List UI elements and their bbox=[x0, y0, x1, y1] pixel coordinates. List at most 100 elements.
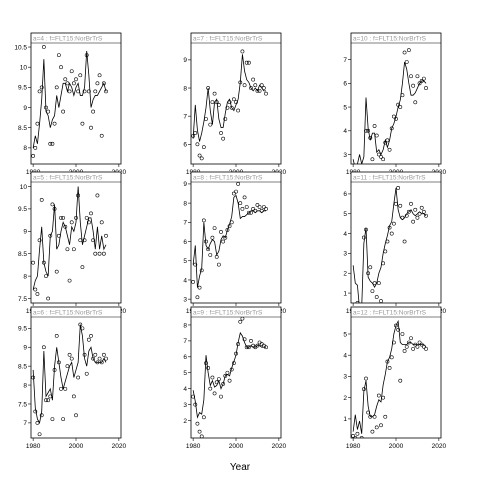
data-point bbox=[80, 121, 85, 126]
x-tick-label: 2000 bbox=[69, 443, 84, 450]
data-point bbox=[383, 249, 388, 254]
y-tick-label: 3 bbox=[183, 296, 187, 303]
y-tick-label: 4 bbox=[343, 231, 347, 238]
data-point bbox=[197, 429, 202, 434]
data-point bbox=[391, 221, 396, 226]
data-point bbox=[44, 274, 48, 279]
panel-strip-label: a=7 : f=FLT15:NorBrTrS bbox=[193, 36, 263, 43]
data-point bbox=[33, 287, 38, 292]
data-point bbox=[219, 230, 223, 234]
data-point bbox=[374, 295, 379, 299]
data-point bbox=[69, 220, 74, 225]
data-point bbox=[41, 260, 46, 265]
panel-data bbox=[352, 48, 428, 168]
data-point bbox=[46, 296, 51, 301]
data-point bbox=[97, 73, 102, 78]
data-point bbox=[364, 376, 368, 381]
y-tick-label: 10.5 bbox=[14, 44, 27, 51]
data-point bbox=[80, 326, 85, 331]
data-point bbox=[374, 425, 379, 430]
data-point bbox=[236, 342, 241, 346]
x-tick-label: 2020 bbox=[272, 443, 287, 450]
data-point bbox=[406, 340, 411, 345]
data-point bbox=[35, 292, 40, 296]
data-point bbox=[76, 193, 81, 198]
data-point bbox=[242, 83, 247, 88]
data-point bbox=[238, 80, 243, 85]
data-point bbox=[251, 206, 256, 211]
data-point bbox=[67, 278, 72, 283]
data-point bbox=[225, 370, 230, 375]
panel: a=4 : f=FLT15:NorBrTrS88.599.51010.51980… bbox=[14, 32, 126, 176]
data-point bbox=[379, 154, 383, 159]
data-point bbox=[199, 268, 204, 273]
data-point bbox=[80, 265, 85, 270]
y-tick-label: 9 bbox=[183, 57, 187, 64]
data-point bbox=[244, 345, 249, 350]
data-point bbox=[411, 83, 416, 88]
data-point bbox=[406, 48, 411, 53]
data-point bbox=[193, 262, 198, 267]
data-point bbox=[97, 356, 102, 361]
y-tick-label: 3 bbox=[343, 251, 347, 258]
data-point bbox=[379, 299, 383, 303]
panel: a=5 : f=FLT15:NorBrTrS7.588.599.51019802… bbox=[18, 171, 126, 315]
data-point bbox=[234, 351, 238, 356]
data-point bbox=[204, 361, 208, 366]
y-tick-label: 8.5 bbox=[18, 251, 27, 258]
data-point bbox=[387, 366, 392, 370]
panel-data bbox=[191, 182, 268, 300]
data-point bbox=[253, 208, 258, 213]
data-point bbox=[227, 100, 232, 104]
panel-strip-label: a=9 : f=FLT15:NorBrTrS bbox=[193, 310, 263, 317]
data-point bbox=[240, 317, 245, 321]
panel-data bbox=[31, 322, 108, 437]
data-point bbox=[52, 206, 57, 211]
data-point bbox=[394, 117, 398, 121]
data-point bbox=[417, 340, 422, 345]
data-point bbox=[389, 355, 394, 360]
data-point bbox=[354, 165, 357, 168]
data-point bbox=[84, 215, 89, 220]
y-tick-label: 6 bbox=[183, 142, 187, 149]
data-point bbox=[101, 81, 106, 86]
data-point bbox=[206, 366, 211, 370]
panel: a=6 : f=FLT15:NorBrTrS 7 7.5 8 8.5 9 9.5 1980 20… bbox=[18, 306, 126, 450]
panel-strip-label: a=12 : f=FLT15:NorBrTrS bbox=[353, 310, 427, 317]
data-point bbox=[415, 74, 420, 79]
data-point bbox=[246, 60, 251, 65]
y-tick-label: 1 bbox=[343, 416, 347, 423]
y-tick-label: 4 bbox=[183, 277, 187, 284]
data-point bbox=[63, 77, 68, 82]
data-point bbox=[385, 359, 390, 364]
fit-line bbox=[192, 54, 266, 142]
data-point bbox=[387, 225, 392, 230]
data-point bbox=[71, 394, 76, 399]
data-point bbox=[31, 375, 36, 380]
data-point bbox=[366, 410, 371, 415]
data-point bbox=[246, 210, 251, 215]
data-point bbox=[201, 145, 206, 150]
x-tick-label: 1980 bbox=[186, 443, 201, 450]
y-tick-label: 3 bbox=[343, 374, 347, 381]
y-tick-label: 7 bbox=[183, 113, 187, 120]
data-point bbox=[82, 352, 87, 357]
data-point bbox=[251, 77, 256, 82]
y-tick-label: 7 bbox=[23, 420, 27, 427]
y-tick-label: 7 bbox=[183, 338, 187, 345]
data-point bbox=[46, 398, 51, 403]
data-point bbox=[93, 352, 98, 357]
data-point bbox=[61, 109, 66, 114]
data-point bbox=[231, 97, 236, 102]
data-point bbox=[231, 191, 236, 196]
data-point bbox=[415, 215, 420, 220]
data-point bbox=[417, 81, 422, 86]
x-tick-label: 1980 bbox=[26, 443, 41, 450]
data-point bbox=[56, 233, 61, 238]
data-point bbox=[216, 103, 221, 107]
data-point bbox=[206, 86, 211, 90]
data-point bbox=[419, 79, 424, 83]
y-tick-label: 2 bbox=[343, 271, 347, 278]
panel-strip-label: a=11 : f=FLT15:NorBrTrS bbox=[353, 175, 426, 182]
y-tick-label: 8 bbox=[183, 200, 187, 207]
